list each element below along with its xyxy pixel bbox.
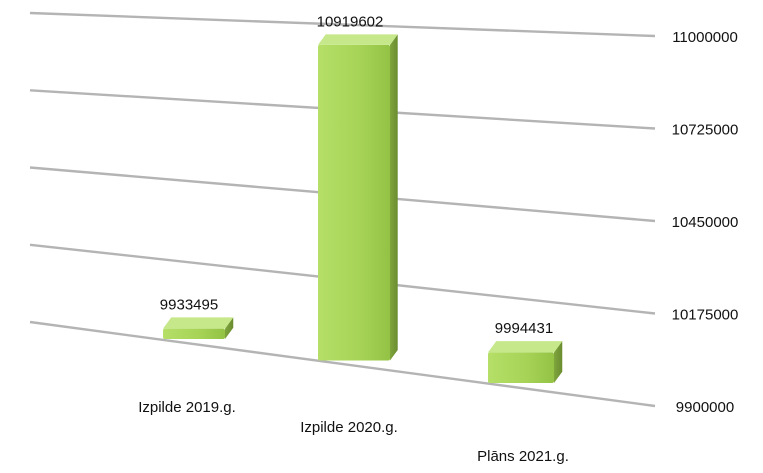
category-labels: Izpilde 2019.g. Izpilde 2020.g. Plāns 2021… [138, 399, 569, 465]
data-labels: 9933495 10919602 9994431 [160, 13, 553, 337]
y-tick-label: 11000000 [672, 29, 738, 46]
category-label: Izpilde 2020.g. [300, 419, 398, 436]
gridline [29, 320, 656, 408]
data-label: 9933495 [160, 296, 218, 313]
category-label: Izpilde 2019.g. [138, 399, 236, 416]
bar [488, 341, 563, 383]
data-label: 9994431 [495, 320, 553, 337]
y-tick-label: 10725000 [672, 122, 739, 139]
bar [318, 34, 398, 361]
y-tick-label: 10175000 [672, 307, 739, 324]
y-tick-label: 9900000 [676, 399, 734, 416]
y-tick-label: 10450000 [672, 214, 739, 231]
category-label: Plāns 2021.g. [477, 448, 569, 465]
data-label: 10919602 [317, 13, 384, 30]
gridline [29, 11, 656, 38]
bars [163, 34, 563, 383]
y-axis-tick-labels: 11000000 10725000 10450000 10175000 9900000 [672, 29, 739, 416]
bar [163, 317, 234, 340]
